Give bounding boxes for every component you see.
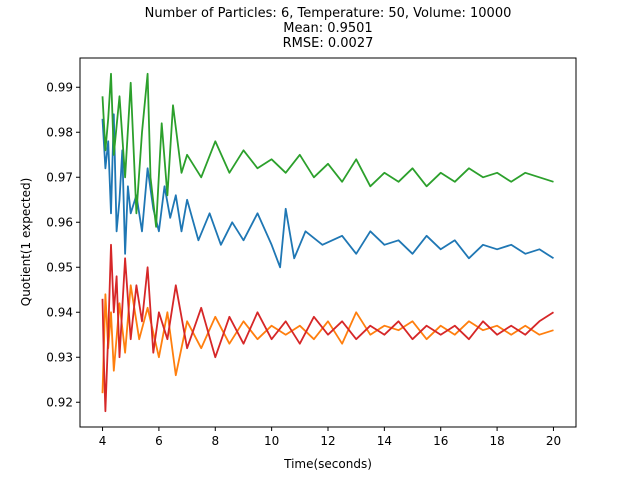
x-tick-label: 14 (377, 434, 392, 448)
x-tick-label: 6 (155, 434, 163, 448)
y-tick-label: 0.94 (46, 305, 73, 319)
series-line-2 (101, 284, 554, 394)
x-tick-label: 20 (546, 434, 561, 448)
x-axis-label: Time(seconds) (283, 457, 372, 471)
x-tick-label: 12 (320, 434, 335, 448)
y-tick-label: 0.93 (46, 350, 73, 364)
x-tick-label: 4 (99, 434, 107, 448)
y-tick-label: 0.98 (46, 125, 73, 139)
chart-title-line-2: Mean: 0.9501 (283, 21, 372, 36)
x-tick-label: 10 (264, 434, 279, 448)
plot-frame (79, 57, 577, 428)
y-axis-label: Quotient(1 expected) (19, 178, 33, 307)
y-tick-label: 0.99 (46, 80, 73, 94)
y-tick-label: 0.96 (46, 215, 73, 229)
plot-lines (101, 72, 554, 413)
y-tick-label: 0.97 (46, 170, 73, 184)
chart-title-line-1: Number of Particles: 6, Temperature: 50,… (145, 6, 512, 21)
x-tick-label: 16 (433, 434, 448, 448)
series-line-1 (101, 113, 554, 269)
x-tick-label: 8 (211, 434, 219, 448)
series-line-3 (101, 72, 554, 228)
axis-ticks: 4 6 8 10 12 14 16 18 20 0.92 0.93 0.94 0.95 0.96 0.97 0… (46, 80, 561, 448)
series-line-4 (101, 243, 554, 413)
x-tick-label: 18 (489, 434, 504, 448)
chart-title-line-3: RMSE: 0.0027 (283, 36, 374, 51)
y-tick-label: 0.95 (46, 260, 73, 274)
y-tick-label: 0.92 (46, 395, 73, 409)
